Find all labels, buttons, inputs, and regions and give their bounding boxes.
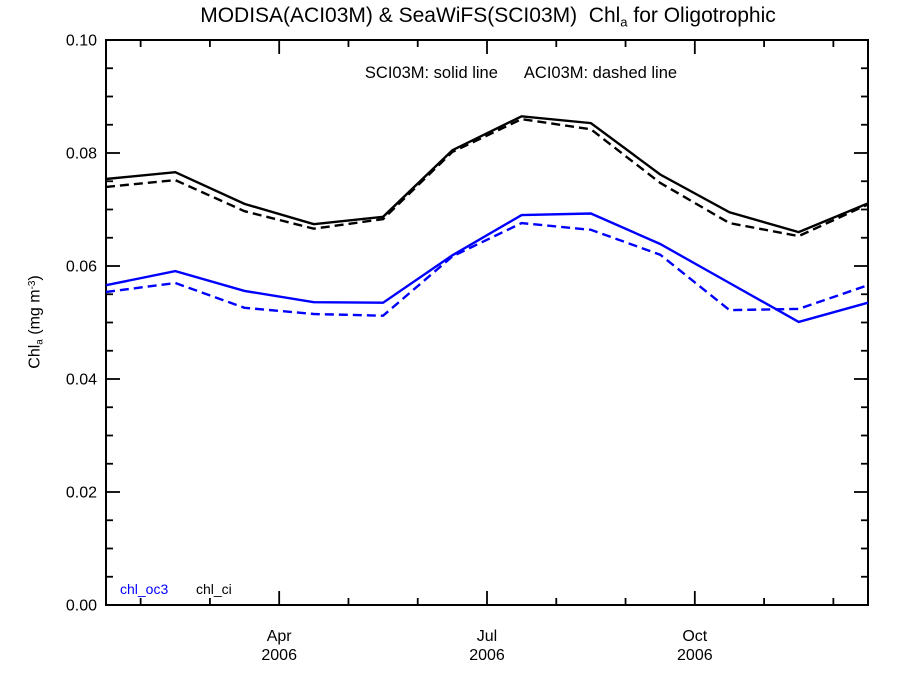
annotation-solid-note: SCI03M: solid line	[364, 64, 498, 82]
y-tick-label: 0.00	[66, 598, 97, 615]
y-axis-title-pre: Chl	[26, 344, 44, 369]
x-tick-label-year: 2006	[677, 647, 713, 664]
x-axis-tick-labels: Apr 2006 Jul 2006 Oct 2006	[261, 628, 712, 664]
y-axis-title: Chla (mg m-3)	[26, 275, 45, 368]
line-style-annotation: SCI03M: solid line ACI03M: dashed line	[365, 64, 677, 83]
chart-title-post: for Oligotrophic	[627, 4, 776, 27]
y-tick-label: 0.02	[66, 485, 97, 502]
y-tick-label: 0.06	[66, 259, 97, 276]
chart-title: MODISA(ACI03M) & SeaWiFS(SCI03M) Chla fo…	[200, 4, 776, 30]
y-axis-tick-labels: 0.00 0.02 0.04 0.06 0.08 0.10	[66, 33, 97, 615]
y-axis-title-superscript: -3	[26, 280, 38, 290]
y-tick-label: 0.04	[66, 372, 97, 389]
series-lines	[105, 115, 869, 324]
series-line-3	[105, 221, 869, 317]
legend-chl-oc3: chl_oc3	[120, 581, 169, 597]
chart-title-pre: MODISA(ACI03M) & SeaWiFS(SCI03M) Chl	[200, 4, 621, 27]
series-line-2	[105, 212, 869, 324]
plot-frame	[105, 39, 869, 606]
x-tick-label-month: Oct	[682, 628, 707, 645]
y-tick-label: 0.08	[66, 146, 97, 163]
y-axis-title-subscript: a	[34, 339, 46, 345]
plot-box-border	[105, 39, 869, 606]
y-axis-title-mid: (mg m	[26, 289, 44, 340]
series-line-0	[105, 115, 869, 234]
chart-title-subscript: a	[620, 14, 628, 30]
series-line-1	[105, 117, 869, 238]
x-tick-label-year: 2006	[469, 647, 505, 664]
y-tick-label: 0.10	[66, 33, 97, 50]
x-tick-label-month: Apr	[267, 628, 293, 645]
x-tick-label-month: Jul	[477, 628, 497, 645]
legend-chl-ci: chl_ci	[196, 581, 232, 597]
annotation-dashed-note: ACI03M: dashed line	[523, 64, 678, 82]
y-axis-title-post: )	[26, 275, 44, 281]
x-axis-ticks	[139, 40, 835, 605]
y-axis-ticks	[106, 39, 868, 606]
x-tick-label-year: 2006	[261, 647, 297, 664]
